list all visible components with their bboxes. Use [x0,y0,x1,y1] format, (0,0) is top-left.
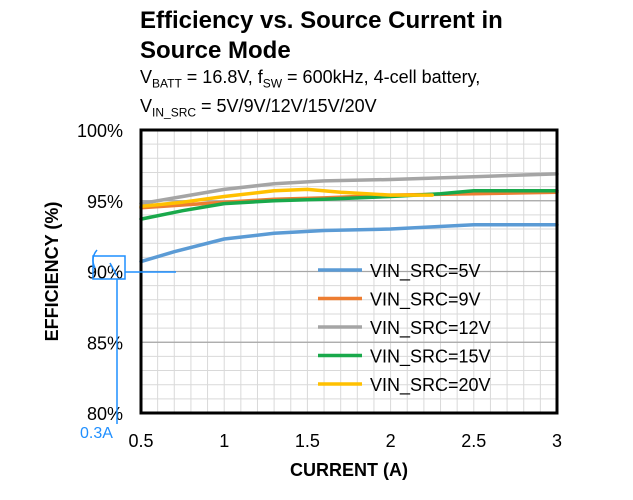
subtitle-v2: V [140,95,153,116]
x-tick-label: 2.5 [461,431,486,451]
x-tick-label: 1.5 [295,431,320,451]
chart-title-line-1: Efficiency vs. Source Current in [140,7,503,34]
legend-label: VIN_SRC=12V [370,318,491,339]
series-line [139,187,434,209]
chart-title-block: Efficiency vs. Source Current in Source … [140,6,620,123]
annotation-box [92,255,126,280]
annotation-pointer-diagonal [109,262,118,277]
y-tick-label: 95% [87,192,123,212]
subtitle-tail-1: = 600kHz, 4-cell battery, [282,67,481,87]
series-line [139,189,559,221]
y-tick-label: 80% [87,404,123,424]
x-tick-label: 2 [386,431,396,451]
subtitle-vbatt-sub: BATT [152,76,182,91]
subtitle-tail-2: = 5V/9V/12V/15V/20V [196,95,377,116]
series-line [139,223,559,264]
y-tick-label: 85% [87,333,123,353]
legend-label: VIN_SRC=5V [370,261,481,282]
subtitle-v: V [140,67,153,87]
subtitle-fsw-sub: SW [262,76,283,91]
chart-subtitle-line-1: VBATT = 16.8V, fSW = 600kHz, 4-cell batt… [140,66,620,95]
subtitle-vinsrc-sub: IN_SRC [152,105,197,120]
x-axis-title: CURRENT (A) [290,460,408,480]
x-tick-label: 3 [552,431,562,451]
annotation-curve [92,249,98,269]
y-axis-title: EFFICIENCY (%) [42,202,62,342]
series-line [139,172,559,206]
legend-label: VIN_SRC=9V [370,290,481,311]
x-tick-label: 0.5 [128,431,153,451]
subtitle-mid: = 16.8V, f [181,67,263,87]
annotation-label: 0.3A [80,425,113,442]
y-tick-label: 90% [87,263,123,283]
y-tick-label: 100% [77,121,123,141]
chart-subtitle-line-2: VIN_SRC = 5V/9V/12V/15V/20V [140,95,620,124]
legend-label: VIN_SRC=15V [370,347,491,368]
legend-label: VIN_SRC=20V [370,375,491,396]
chart-title-line-2: Source Mode [140,37,291,64]
x-tick-label: 1 [219,431,229,451]
